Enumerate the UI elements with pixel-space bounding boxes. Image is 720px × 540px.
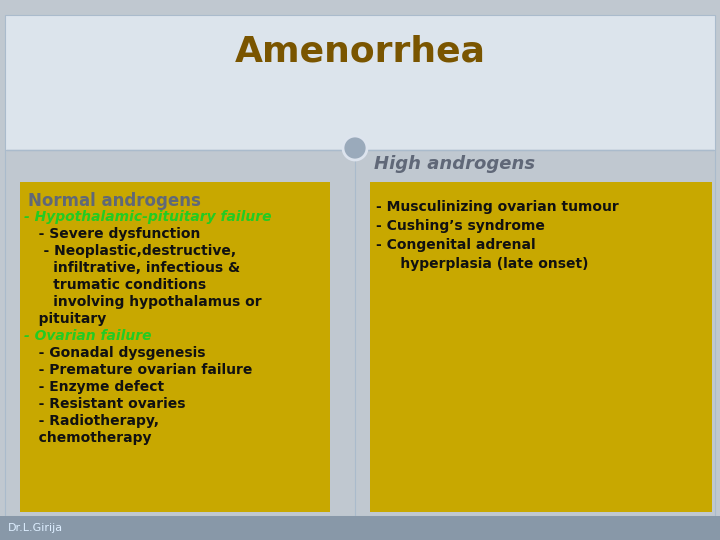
Text: involving hypothalamus or: involving hypothalamus or (24, 295, 261, 309)
Text: pituitary: pituitary (24, 312, 107, 326)
Text: - Severe dysfunction: - Severe dysfunction (24, 227, 200, 241)
Text: - Hypothalamic-pituitary failure: - Hypothalamic-pituitary failure (24, 210, 271, 224)
Text: - Musculinizing ovarian tumour: - Musculinizing ovarian tumour (376, 200, 618, 214)
FancyBboxPatch shape (20, 182, 330, 512)
Text: - Gonadal dysgenesis: - Gonadal dysgenesis (24, 346, 205, 360)
Text: trumatic conditions: trumatic conditions (24, 278, 206, 292)
Circle shape (343, 136, 367, 160)
FancyBboxPatch shape (5, 150, 715, 516)
Text: - Enzyme defect: - Enzyme defect (24, 380, 164, 394)
Text: Amenorrhea: Amenorrhea (235, 35, 485, 69)
Text: - Radiotherapy,: - Radiotherapy, (24, 414, 159, 428)
Text: High androgens: High androgens (374, 155, 535, 173)
FancyBboxPatch shape (0, 516, 720, 540)
Text: Dr.L.Girija: Dr.L.Girija (8, 523, 63, 533)
Text: infiltrative, infectious &: infiltrative, infectious & (24, 261, 240, 275)
Text: Normal androgens: Normal androgens (28, 192, 201, 210)
Text: chemotherapy: chemotherapy (24, 431, 151, 445)
Text: - Ovarian failure: - Ovarian failure (24, 329, 151, 343)
Text: - Cushing’s syndrome: - Cushing’s syndrome (376, 219, 545, 233)
Text: - Premature ovarian failure: - Premature ovarian failure (24, 363, 253, 377)
FancyBboxPatch shape (5, 15, 715, 150)
Text: - Resistant ovaries: - Resistant ovaries (24, 397, 186, 411)
Text: - Congenital adrenal: - Congenital adrenal (376, 238, 536, 252)
Text: - Neoplastic,destructive,: - Neoplastic,destructive, (24, 244, 236, 258)
Text: hyperplasia (late onset): hyperplasia (late onset) (376, 257, 588, 271)
FancyBboxPatch shape (370, 182, 712, 512)
